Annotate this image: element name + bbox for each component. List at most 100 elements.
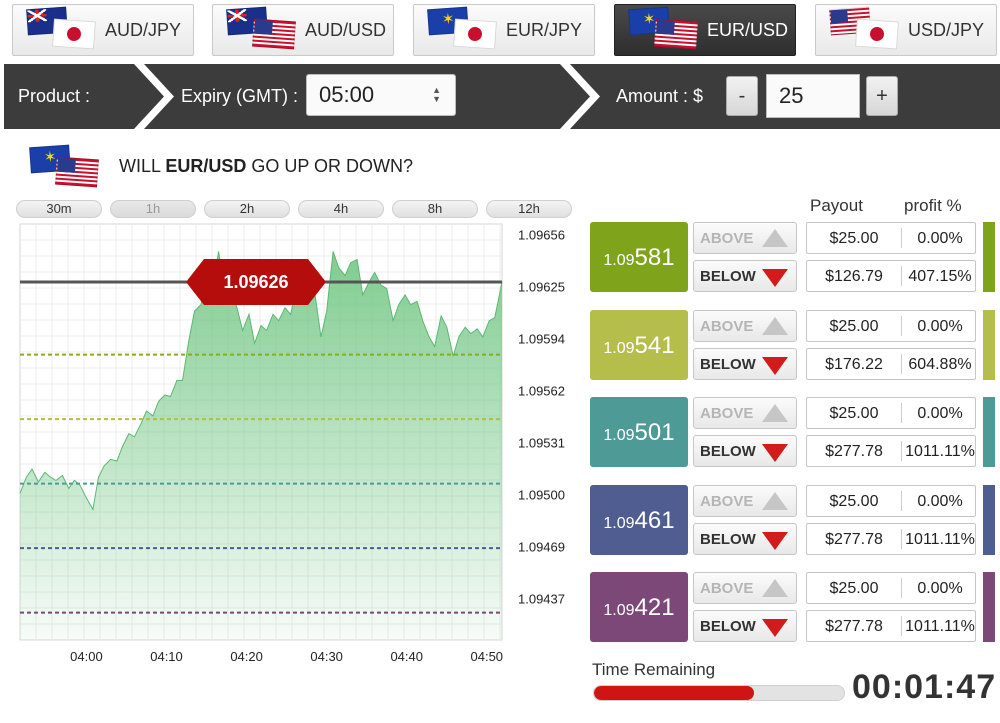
pair-tab-aud-usd[interactable]: AUD/USD [212,4,394,56]
below-quote: $277.78 1011.11% [806,523,976,555]
below-button[interactable]: BELOW [693,348,797,380]
below-profit: 1011.11% [905,618,975,635]
x-axis-tick-label: 04:40 [390,649,423,664]
y-axis-tick-label: 1.09562 [518,383,565,398]
below-profit: 407.15% [908,268,972,285]
strike-price-button[interactable]: 1.09 501 [590,397,688,467]
above-payout: $25.00 [829,230,879,247]
x-axis-tick-label: 04:30 [310,649,343,664]
decrease-amount-button[interactable]: - [726,76,758,116]
increase-amount-button[interactable]: + [866,76,898,116]
expiry-value: 05:00 [319,82,375,107]
above-payout: $25.00 [829,580,879,597]
strike-price-prefix: 1.09 [603,515,635,532]
divider [901,403,902,423]
pair-tab-label: AUD/USD [305,19,387,40]
above-button[interactable]: ABOVE [693,222,797,254]
divider [901,354,902,374]
payout-header: Payout [810,196,863,215]
below-label: BELOW [700,617,756,635]
strike-row: 1.09 461 ABOVE BELOW $25.00 0.00% $277.78 1011.… [590,485,1000,557]
countdown-timer: 00:01:47 [852,668,997,706]
above-label: ABOVE [700,229,754,247]
usa-flag-icon [654,18,698,50]
japan-flag-icon [453,18,497,50]
pair-tab-eur-jpy[interactable]: EUR/JPY [413,4,595,56]
below-payout: $176.22 [825,356,883,373]
chevron-right-icon [560,64,600,129]
strike-row: 1.09 421 ABOVE BELOW $25.00 0.00% $277.78 1011.… [590,572,1000,644]
below-label: BELOW [700,267,756,285]
above-quote: $25.00 0.00% [806,485,976,517]
above-quote: $25.00 0.00% [806,397,976,429]
below-button[interactable]: BELOW [693,260,797,292]
timeframe-8h-button[interactable]: 8h [392,200,478,218]
divider [901,616,902,636]
amount-input[interactable] [766,74,860,118]
pair-tab-aud-jpy[interactable]: AUD/JPY [12,4,194,56]
above-profit: 0.00% [917,405,963,422]
divider [901,266,902,286]
strike-color-strip [983,222,995,292]
above-payout: $25.00 [829,405,879,422]
divider [901,491,902,511]
below-button[interactable]: BELOW [693,610,797,642]
y-axis-tick-label: 1.09500 [518,487,565,502]
above-button[interactable]: ABOVE [693,485,797,517]
above-button[interactable]: ABOVE [693,310,797,342]
strike-price-button[interactable]: 1.09 541 [590,310,688,380]
current-price-label: 1.09626 [223,272,288,292]
above-label: ABOVE [700,579,754,597]
timeframe-4h-button[interactable]: 4h [298,200,384,218]
x-axis-tick-label: 04:20 [230,649,263,664]
timeframe-1h-button[interactable]: 1h [110,200,196,218]
strike-price-button[interactable]: 1.09 461 [590,485,688,555]
profit-header: profit % [904,196,962,215]
strike-price-digits: 461 [634,507,675,534]
divider [901,529,902,549]
divider [901,578,902,598]
pair-tab-usd-jpy[interactable]: USD/JPY [815,4,997,56]
arrow-up-icon [762,492,788,510]
divider [901,316,902,336]
x-axis-tick-label: 04:00 [70,649,103,664]
time-remaining-bar [593,685,845,701]
timeframe-12h-button[interactable]: 12h [486,200,572,218]
strike-price-prefix: 1.09 [603,252,635,269]
above-button[interactable]: ABOVE [693,397,797,429]
strike-price-button[interactable]: 1.09 581 [590,222,688,292]
timeframe-30m-button[interactable]: 30m [16,200,102,218]
timeframe-2h-button[interactable]: 2h [204,200,290,218]
above-profit: 0.00% [917,230,963,247]
below-profit: 1011.11% [905,443,975,460]
currency-pair-tabs: AUD/JPY AUD/USD EUR/JPY EUR/USD USD/JPY [12,4,997,56]
expiry-select[interactable]: 05:00 ▲ ▼ [306,74,456,116]
below-button[interactable]: BELOW [693,435,797,467]
above-quote: $25.00 0.00% [806,572,976,604]
below-label: BELOW [700,355,756,373]
below-label: BELOW [700,442,756,460]
price-chart: 1.09626 1.09656 1.09625 1.09594 1.09562 1.095… [19,223,565,664]
time-remaining-fill [594,686,754,700]
below-quote: $277.78 1011.11% [806,435,976,467]
below-button[interactable]: BELOW [693,523,797,555]
strike-price-prefix: 1.09 [603,602,635,619]
y-axis-tick-label: 1.09469 [518,539,565,554]
pair-tab-label: EUR/USD [707,19,789,40]
arrow-up-icon [762,229,788,247]
above-profit: 0.00% [917,493,963,510]
pair-tab-eur-usd[interactable]: EUR/USD [614,4,796,56]
arrow-up-icon [762,404,788,422]
above-button[interactable]: ABOVE [693,572,797,604]
question-prefix: WILL [119,156,166,176]
above-payout: $25.00 [829,318,879,335]
strike-price-button[interactable]: 1.09 421 [590,572,688,642]
prediction-question: WILL EUR/USD GO UP OR DOWN? [119,156,413,177]
eur-usd-flags-icon [28,144,102,192]
above-quote: $25.00 0.00% [806,310,976,342]
strike-price-digits: 581 [634,244,675,271]
product-label: Product : [18,86,91,106]
y-axis-tick-label: 1.09656 [518,227,565,242]
strike-color-strip [983,572,995,642]
pair-tab-label: USD/JPY [908,19,985,40]
